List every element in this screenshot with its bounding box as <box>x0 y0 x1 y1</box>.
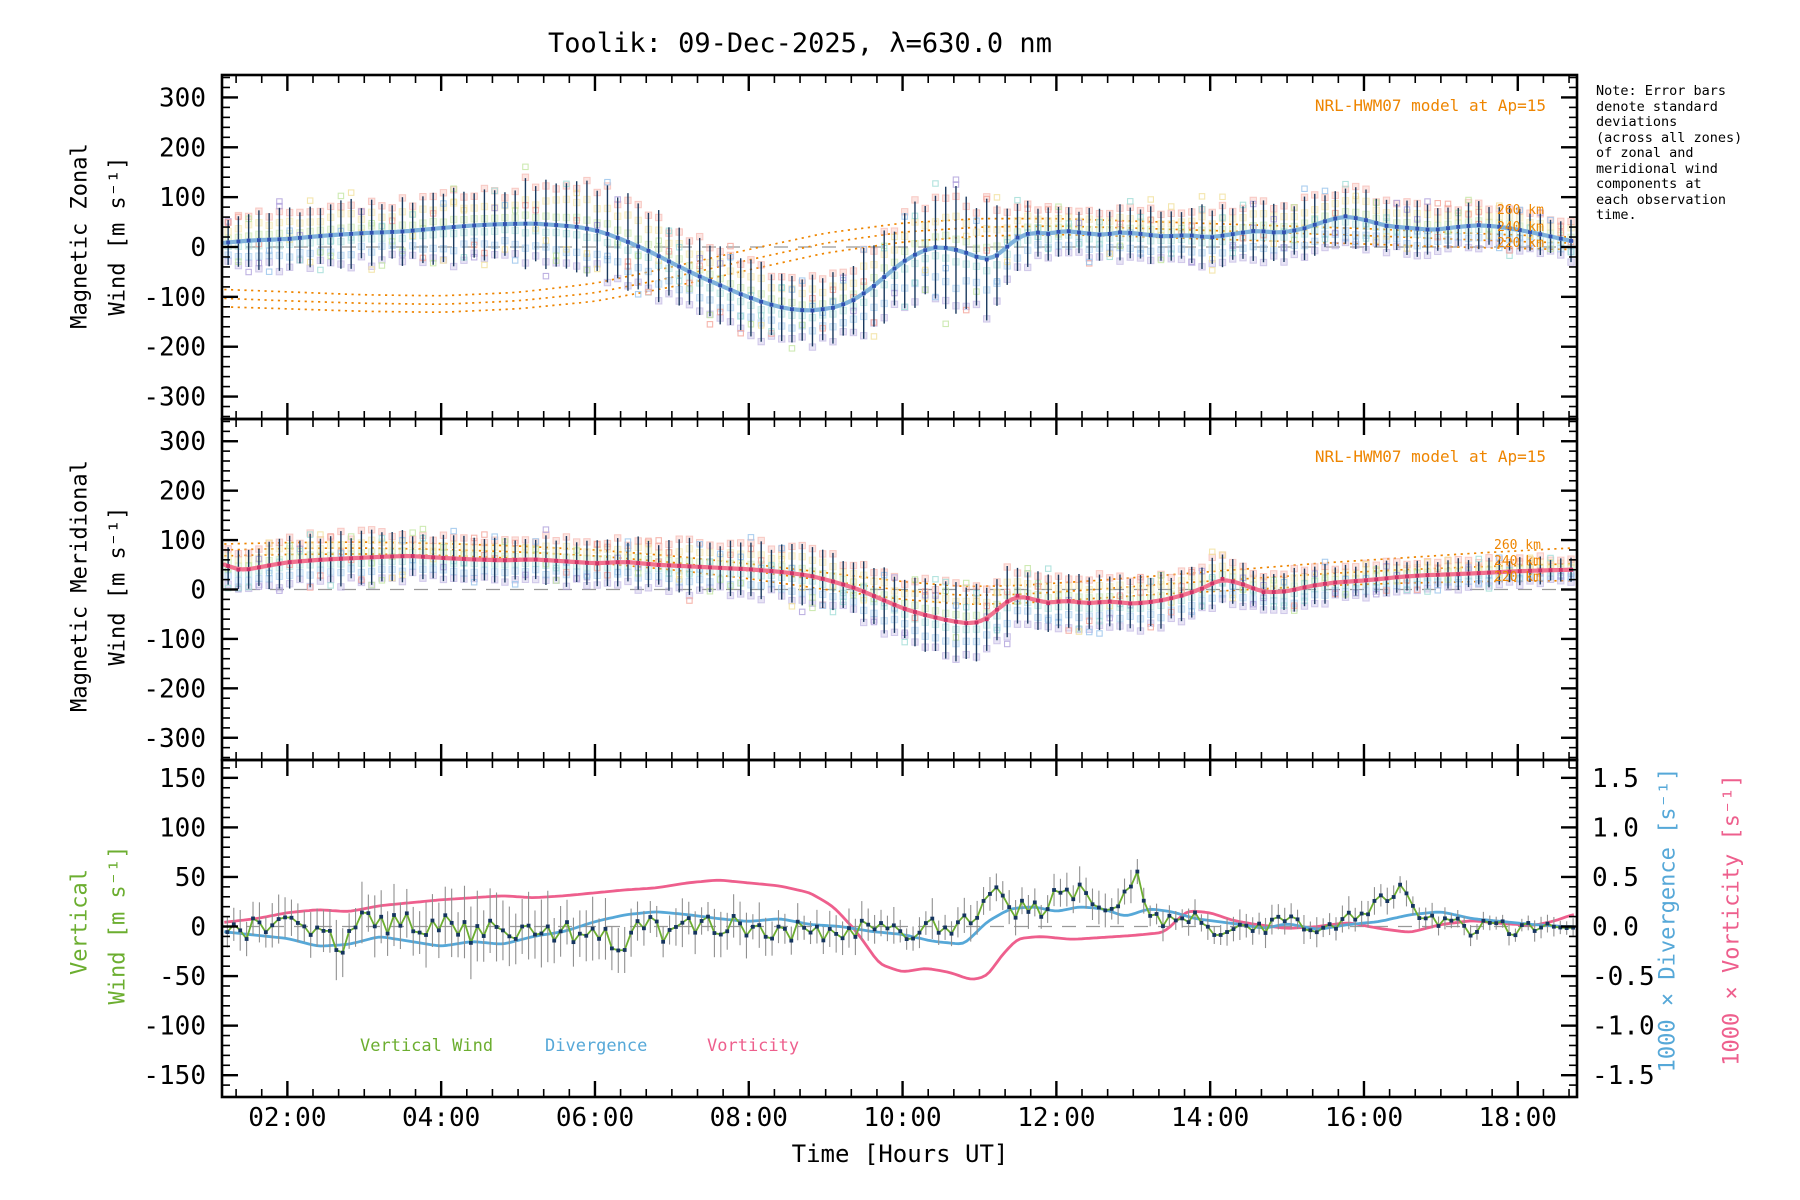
right-y-tick-label: -0.5 <box>1592 962 1655 992</box>
altitude-label-240km-meridional: 240 km <box>1494 554 1541 569</box>
y-tick-label: 100 <box>159 526 206 556</box>
altitude-label-260km-zonal: 260 km <box>1497 203 1544 218</box>
y-tick-label: -200 <box>143 333 206 363</box>
right-y-tick-label: 1.0 <box>1592 813 1639 843</box>
y-tick-label: 300 <box>159 427 206 457</box>
y-tick-label: 0 <box>190 913 206 943</box>
x-tick-label: 06:00 <box>556 1103 634 1133</box>
vertical-wind-y-axis-label-line1: Vertical <box>67 869 93 975</box>
note-text: Note: Error bars denote standard deviati… <box>1596 83 1743 223</box>
magnetic_meridional_wind-plot-area <box>223 525 1576 663</box>
right-y-tick-label: -1.0 <box>1592 1012 1655 1042</box>
meridional-y-axis-label-line2: Wind [m s⁻¹] <box>105 506 131 666</box>
x-tick-label: 02:00 <box>248 1103 326 1133</box>
x-tick-label: 18:00 <box>1479 1103 1557 1133</box>
y-tick-label: -100 <box>143 283 206 313</box>
hwm07-annotation-meridional: NRL-HWM07 model at Ap=15 <box>1314 447 1546 466</box>
y-tick-label: -200 <box>143 674 206 704</box>
y-tick-label: -300 <box>143 724 206 754</box>
y-tick-label: 200 <box>159 477 206 507</box>
vorticity-right-axis-label: 1000 × Vorticity [s⁻¹] <box>1719 774 1745 1066</box>
y-tick-label: 300 <box>159 83 206 113</box>
x-tick-label: 08:00 <box>710 1103 788 1133</box>
right-y-tick-label: 0.5 <box>1592 863 1639 893</box>
y-tick-label: -100 <box>143 625 206 655</box>
page-title: Toolik: 09-Dec-2025, λ=630.0 nm <box>548 28 1052 59</box>
zonal-y-axis-label-line1: Magnetic Zonal <box>67 143 93 329</box>
y-tick-label: 100 <box>159 813 206 843</box>
altitude-label-260km-meridional: 260 km <box>1494 538 1541 553</box>
meridional-y-axis-label-line1: Magnetic Meridional <box>67 460 93 712</box>
legend-vorticity: Vorticity <box>707 1036 800 1056</box>
altitude-label-240km-zonal: 240 km <box>1497 220 1544 235</box>
x-tick-label: 12:00 <box>1017 1103 1095 1133</box>
magnetic_zonal_wind-plot-area <box>223 163 1576 352</box>
y-tick-label: 50 <box>175 863 206 893</box>
y-tick-label: 0 <box>190 233 206 263</box>
y-tick-label: 0 <box>190 576 206 606</box>
zonal-y-axis-label-line2: Wind [m s⁻¹] <box>105 156 131 316</box>
x-axis-title: Time [Hours UT] <box>791 1140 1009 1168</box>
y-tick-label: 100 <box>159 183 206 213</box>
y-tick-label: -100 <box>143 1012 206 1042</box>
vertical-wind-y-axis-label-line2: Wind [m s⁻¹] <box>105 845 131 1005</box>
altitude-label-220km-meridional: 220 km <box>1494 570 1541 585</box>
right-y-tick-label: 0.0 <box>1592 913 1639 943</box>
y-tick-label: -50 <box>159 962 206 992</box>
y-tick-label: 200 <box>159 133 206 163</box>
x-tick-label: 14:00 <box>1171 1103 1249 1133</box>
divergence-right-axis-label: 1000 × Divergence [s⁻¹] <box>1655 767 1681 1073</box>
y-tick-label: -150 <box>143 1061 206 1091</box>
right-y-tick-label: 1.5 <box>1592 764 1639 794</box>
x-tick-label: 10:00 <box>863 1103 941 1133</box>
legend-divergence: Divergence <box>545 1036 648 1056</box>
y-tick-label: 150 <box>159 764 206 794</box>
vertical_wind_divergence_vorticity-plot-area <box>223 859 1576 981</box>
right-y-tick-label: -1.5 <box>1592 1061 1655 1091</box>
hwm07-annotation-zonal: NRL-HWM07 model at Ap=15 <box>1314 96 1546 115</box>
x-tick-label: 04:00 <box>402 1103 480 1133</box>
x-tick-label: 16:00 <box>1325 1103 1403 1133</box>
legend-vertical-wind: Vertical Wind <box>360 1036 494 1056</box>
altitude-label-220km-zonal: 220 km <box>1497 236 1544 251</box>
y-tick-label: -300 <box>143 383 206 413</box>
